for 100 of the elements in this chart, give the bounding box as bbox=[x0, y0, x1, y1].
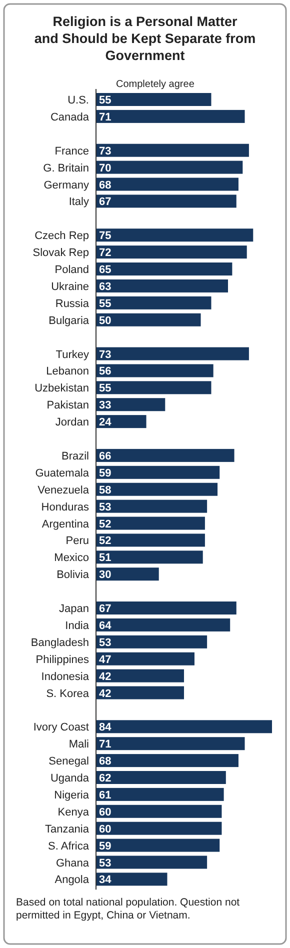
bar bbox=[96, 500, 208, 513]
y-tick-label: Italy bbox=[68, 196, 90, 208]
bar bbox=[96, 93, 212, 106]
y-tick-label: U.S. bbox=[68, 94, 89, 106]
bar bbox=[96, 262, 232, 276]
data-label: 53 bbox=[99, 636, 112, 649]
data-label: 63 bbox=[99, 280, 112, 293]
y-tick-label: Nigeria bbox=[54, 789, 90, 802]
data-label: 71 bbox=[99, 738, 112, 751]
bar bbox=[96, 737, 245, 750]
bar bbox=[96, 415, 146, 428]
data-label: 53 bbox=[99, 857, 112, 870]
data-label: 55 bbox=[99, 298, 112, 310]
data-label: 71 bbox=[99, 111, 112, 124]
bar bbox=[96, 550, 203, 564]
data-label: 64 bbox=[99, 620, 112, 632]
bar bbox=[96, 313, 201, 326]
bar bbox=[96, 347, 249, 360]
data-label: 70 bbox=[99, 162, 112, 174]
data-label: 67 bbox=[99, 603, 112, 615]
data-label: 73 bbox=[99, 145, 112, 158]
bar bbox=[96, 178, 238, 191]
y-tick-label: Mexico bbox=[54, 552, 89, 564]
data-label: 59 bbox=[99, 467, 112, 480]
y-tick-label: Guatemala bbox=[35, 467, 90, 480]
data-label: 34 bbox=[99, 874, 112, 886]
data-label: 60 bbox=[99, 806, 112, 818]
data-label: 30 bbox=[99, 569, 112, 582]
y-tick-label: Canada bbox=[50, 111, 90, 124]
y-tick-label: France bbox=[54, 145, 89, 158]
data-label: 60 bbox=[99, 823, 112, 836]
data-label: 52 bbox=[99, 518, 112, 530]
data-label: 61 bbox=[99, 789, 112, 802]
y-tick-label: Mali bbox=[68, 738, 89, 751]
bar bbox=[96, 771, 226, 784]
data-label: 66 bbox=[99, 450, 112, 462]
data-label: 33 bbox=[99, 400, 112, 412]
y-tick-label: Argentina bbox=[42, 518, 90, 530]
y-tick-label: Jordan bbox=[55, 416, 89, 429]
data-label: 42 bbox=[99, 670, 112, 683]
data-label: 47 bbox=[99, 654, 112, 666]
data-label: 55 bbox=[99, 382, 112, 395]
y-tick-label: Japan bbox=[59, 603, 89, 615]
bar bbox=[96, 856, 208, 869]
data-label: 75 bbox=[99, 230, 112, 242]
x-axis-title: Completely agree bbox=[116, 79, 195, 90]
data-label: 67 bbox=[99, 196, 112, 208]
y-tick-label: Indonesia bbox=[41, 670, 90, 683]
bar bbox=[96, 160, 243, 174]
bar bbox=[96, 228, 254, 242]
y-tick-label: Venezuela bbox=[38, 484, 90, 496]
bar bbox=[96, 296, 212, 310]
y-tick-label: Ukraine bbox=[51, 280, 89, 293]
y-tick-label: Ivory Coast bbox=[33, 722, 89, 734]
y-tick-label: Tanzania bbox=[44, 823, 90, 836]
y-tick-label: Poland bbox=[54, 264, 89, 276]
bar bbox=[96, 652, 194, 666]
bar bbox=[96, 381, 212, 394]
y-tick-label: G. Britain bbox=[43, 162, 89, 174]
bar bbox=[96, 602, 236, 614]
y-tick-label: Ghana bbox=[56, 857, 90, 870]
data-label: 68 bbox=[99, 756, 112, 768]
data-label: 65 bbox=[99, 264, 112, 276]
bar bbox=[96, 838, 220, 852]
bar bbox=[96, 720, 272, 734]
bar bbox=[96, 534, 205, 547]
data-label: 55 bbox=[99, 94, 112, 106]
y-tick-label: Bolivia bbox=[56, 569, 90, 582]
y-tick-label: Germany bbox=[44, 179, 90, 192]
bar bbox=[96, 872, 168, 886]
bar bbox=[96, 822, 222, 835]
y-tick-label: India bbox=[65, 620, 90, 632]
y-tick-label: Peru bbox=[66, 535, 89, 548]
bar bbox=[96, 448, 234, 462]
data-label: 42 bbox=[99, 688, 112, 700]
data-label: 59 bbox=[99, 840, 112, 852]
bar bbox=[96, 635, 208, 648]
y-tick-label: Russia bbox=[55, 298, 90, 310]
data-label: 72 bbox=[99, 247, 112, 260]
y-tick-label: Senegal bbox=[48, 756, 89, 768]
y-tick-label: Angola bbox=[54, 874, 90, 886]
text: Based on total national population. Question not permitted in Egypt, China or Vietnam. bbox=[16, 896, 240, 922]
y-tick-label: Turkey bbox=[56, 348, 90, 361]
y-tick-label: Czech Rep bbox=[34, 230, 89, 242]
bar bbox=[96, 482, 218, 496]
data-label: 62 bbox=[99, 772, 112, 784]
bar bbox=[96, 144, 249, 157]
bar bbox=[96, 804, 222, 818]
bar bbox=[96, 110, 245, 123]
bar bbox=[96, 246, 247, 259]
y-tick-label: Kenya bbox=[58, 806, 90, 818]
y-tick-label: Pakistan bbox=[46, 400, 89, 412]
bar bbox=[96, 398, 166, 412]
y-tick-label: Slovak Rep bbox=[32, 247, 89, 260]
data-label: 53 bbox=[99, 501, 112, 514]
chart-title: Religion is a Personal Matter and Should be Kept Separate from Government bbox=[34, 14, 256, 63]
bar bbox=[96, 669, 184, 682]
data-label: 68 bbox=[99, 179, 112, 192]
data-label: 73 bbox=[99, 348, 112, 361]
y-tick-label: Lebanon bbox=[46, 366, 89, 378]
